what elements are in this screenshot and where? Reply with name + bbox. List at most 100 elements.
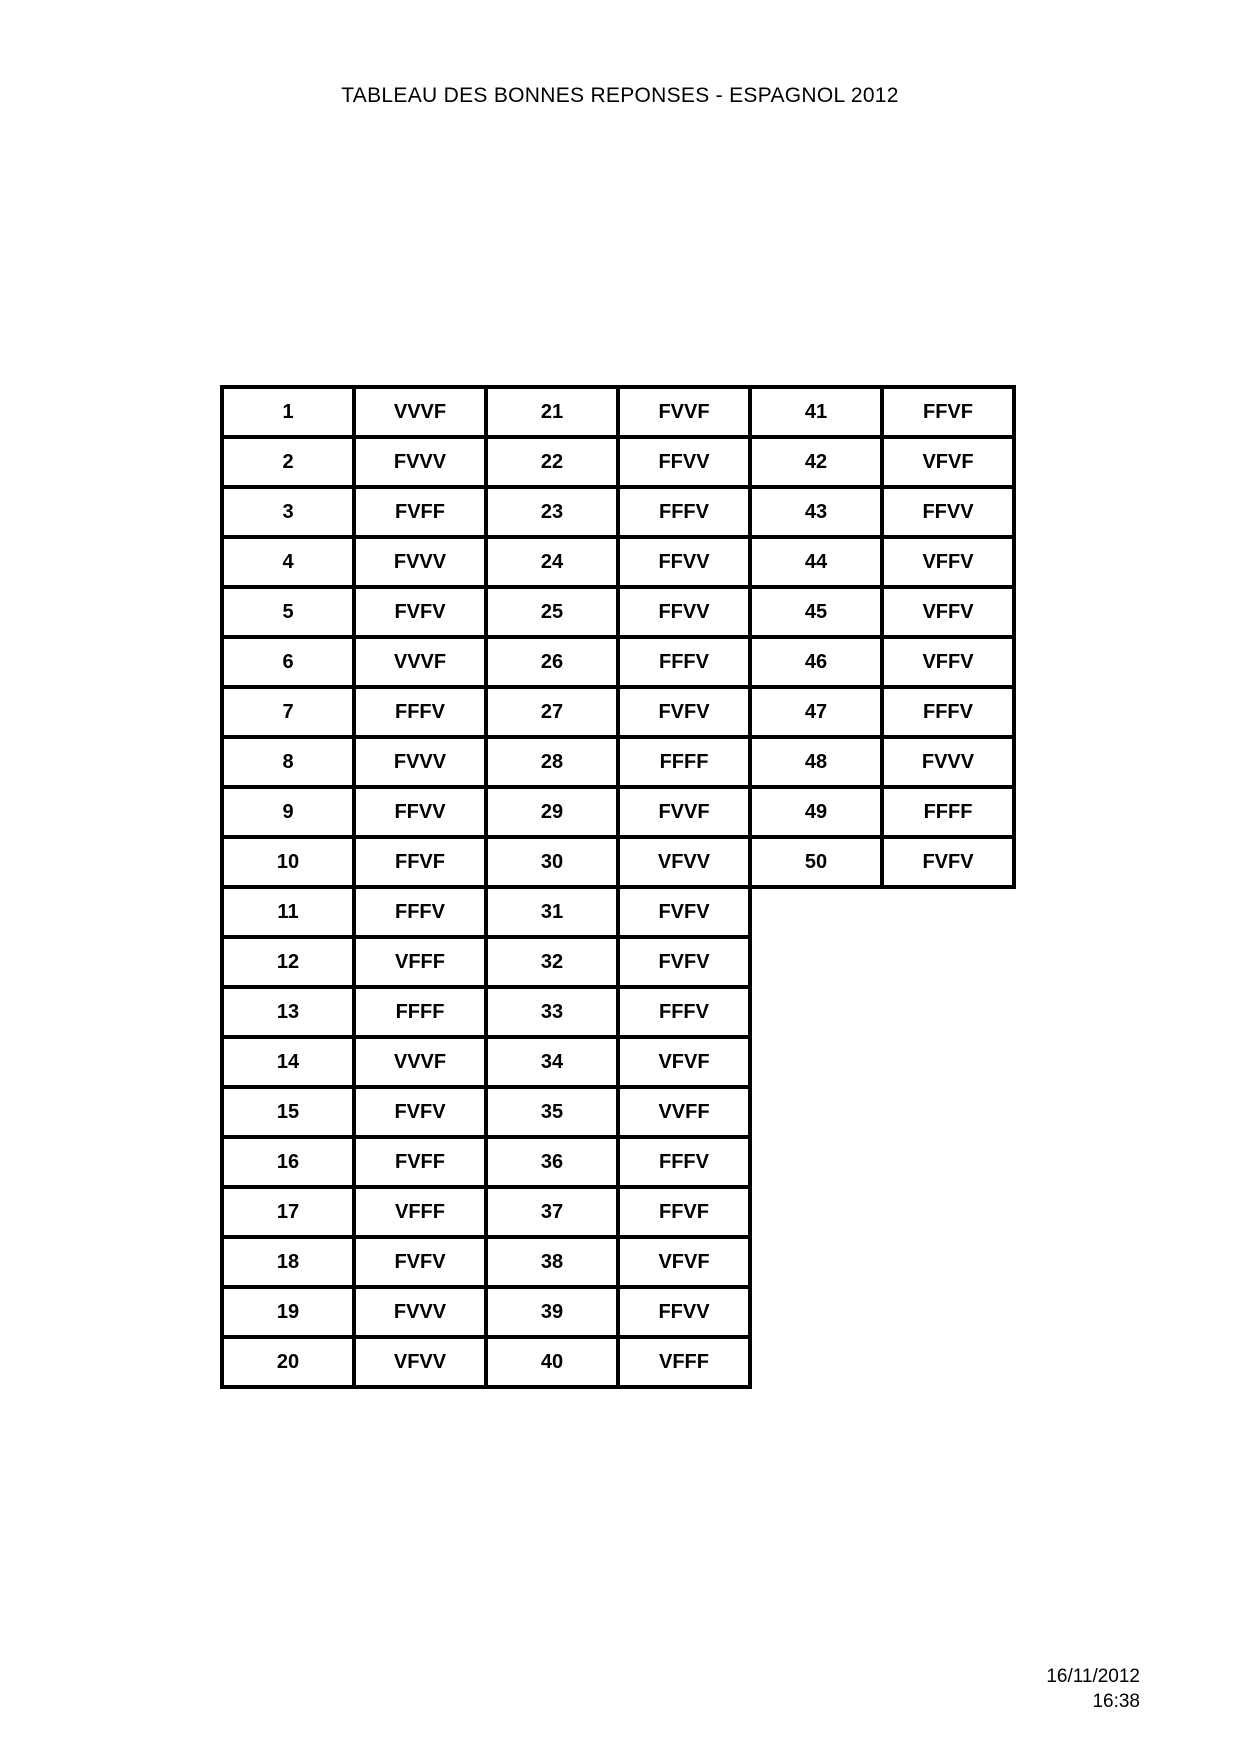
answer-code-cell: FVVF bbox=[616, 385, 752, 439]
answer-code-cell: VVVF bbox=[352, 385, 488, 439]
answer-code-cell: FVVF bbox=[616, 785, 752, 839]
question-number-cell: 25 bbox=[484, 585, 620, 639]
answer-code-cell: FFFV bbox=[616, 635, 752, 689]
question-number-cell: 33 bbox=[484, 985, 620, 1039]
footer-time: 16:38 bbox=[1092, 1691, 1140, 1712]
answer-code-cell: VFFV bbox=[880, 635, 1016, 689]
answer-code-cell: VFVF bbox=[880, 435, 1016, 489]
table-row: 20 VFVV 40 VFFF bbox=[220, 1335, 1014, 1389]
answer-code-cell: FFFV bbox=[616, 1135, 752, 1189]
question-number-cell: 13 bbox=[220, 985, 356, 1039]
answer-table-body: 1 VVVF 21 FVVF 41 FFVF 2 FVVV 22 FFVV 42 VFVF 3 FVFF 2… bbox=[220, 385, 1016, 1389]
question-number-cell: 5 bbox=[220, 585, 356, 639]
page-title: TABLEAU DES BONNES REPONSES - ESPAGNOL 2… bbox=[341, 84, 899, 107]
question-number-cell: 50 bbox=[748, 835, 884, 889]
question-number-cell: 30 bbox=[484, 835, 620, 889]
question-number-cell: 32 bbox=[484, 935, 620, 989]
question-number-cell: 19 bbox=[220, 1285, 356, 1339]
answer-code-cell: FFVV bbox=[352, 785, 488, 839]
answer-code-cell: VFFV bbox=[880, 535, 1016, 589]
question-number-cell: 49 bbox=[748, 785, 884, 839]
question-number-cell: 11 bbox=[220, 885, 356, 939]
answer-code-cell: FFFV bbox=[616, 485, 752, 539]
question-number-cell: 41 bbox=[748, 385, 884, 439]
answer-code-cell: FFVV bbox=[616, 435, 752, 489]
question-number-cell: 7 bbox=[220, 685, 356, 739]
answer-code-cell: FVVV bbox=[352, 1285, 488, 1339]
answer-code-cell: VFFV bbox=[880, 585, 1016, 639]
question-number-cell: 4 bbox=[220, 535, 356, 589]
answer-code-cell: FVVV bbox=[352, 735, 488, 789]
answer-code-cell: FVFF bbox=[352, 485, 488, 539]
table-row: 16 FVFF 36 FFFV bbox=[220, 1135, 1014, 1189]
question-number-cell: 36 bbox=[484, 1135, 620, 1189]
question-number-cell: 29 bbox=[484, 785, 620, 839]
question-number-cell: 9 bbox=[220, 785, 356, 839]
table-row: 12 VFFF 32 FVFV bbox=[220, 935, 1014, 989]
question-number-cell: 23 bbox=[484, 485, 620, 539]
table-row: 7 FFFV 27 FVFV 47 FFFV bbox=[220, 685, 1016, 739]
answer-code-cell: FFFF bbox=[352, 985, 488, 1039]
table-row: 14 VVVF 34 VFVF bbox=[220, 1035, 1014, 1089]
answer-table: 1 VVVF 21 FVVF 41 FFVF 2 FVVV 22 FFVV 42 VFVF 3 FVFF 2… bbox=[220, 385, 1016, 1389]
answer-code-cell: FVVV bbox=[880, 735, 1016, 789]
question-number-cell: 43 bbox=[748, 485, 884, 539]
answer-code-cell: VVFF bbox=[616, 1085, 752, 1139]
answer-code-cell: FFFV bbox=[352, 885, 488, 939]
question-number-cell: 12 bbox=[220, 935, 356, 989]
table-row: 18 FVFV 38 VFVF bbox=[220, 1235, 1014, 1289]
answer-code-cell: VFFF bbox=[352, 1185, 488, 1239]
answer-code-cell: FVVV bbox=[352, 435, 488, 489]
question-number-cell: 42 bbox=[748, 435, 884, 489]
answer-code-cell: VVVF bbox=[352, 1035, 488, 1089]
question-number-cell: 24 bbox=[484, 535, 620, 589]
table-row: 11 FFFV 31 FVFV bbox=[220, 885, 1014, 939]
answer-code-cell: FVFV bbox=[880, 835, 1016, 889]
table-row: 2 FVVV 22 FFVV 42 VFVF bbox=[220, 435, 1016, 489]
answer-code-cell: FFVF bbox=[880, 385, 1016, 439]
answer-code-cell: FFFF bbox=[616, 735, 752, 789]
table-row: 17 VFFF 37 FFVF bbox=[220, 1185, 1014, 1239]
answer-code-cell: FVFV bbox=[616, 685, 752, 739]
answer-code-cell: FVVV bbox=[352, 535, 488, 589]
question-number-cell: 17 bbox=[220, 1185, 356, 1239]
answer-code-cell: FVFF bbox=[352, 1135, 488, 1189]
table-row: 15 FVFV 35 VVFF bbox=[220, 1085, 1014, 1139]
question-number-cell: 35 bbox=[484, 1085, 620, 1139]
question-number-cell: 47 bbox=[748, 685, 884, 739]
question-number-cell: 28 bbox=[484, 735, 620, 789]
question-number-cell: 20 bbox=[220, 1335, 356, 1389]
answer-code-cell: FFVV bbox=[616, 1285, 752, 1339]
answer-code-cell: VFVF bbox=[616, 1235, 752, 1289]
answer-code-cell: FFFV bbox=[616, 985, 752, 1039]
question-number-cell: 26 bbox=[484, 635, 620, 689]
question-number-cell: 6 bbox=[220, 635, 356, 689]
table-row: 3 FVFF 23 FFFV 43 FFVV bbox=[220, 485, 1016, 539]
question-number-cell: 22 bbox=[484, 435, 620, 489]
question-number-cell: 34 bbox=[484, 1035, 620, 1089]
answer-code-cell: FVFV bbox=[616, 885, 752, 939]
question-number-cell: 1 bbox=[220, 385, 356, 439]
answer-code-cell: FVFV bbox=[352, 1235, 488, 1289]
question-number-cell: 37 bbox=[484, 1185, 620, 1239]
answer-code-cell: FFVV bbox=[616, 535, 752, 589]
question-number-cell: 40 bbox=[484, 1335, 620, 1389]
table-row: 6 VVVF 26 FFFV 46 VFFV bbox=[220, 635, 1016, 689]
answer-code-cell: VVVF bbox=[352, 635, 488, 689]
answer-code-cell: FFFV bbox=[880, 685, 1016, 739]
question-number-cell: 46 bbox=[748, 635, 884, 689]
question-number-cell: 8 bbox=[220, 735, 356, 789]
answer-code-cell: VFFF bbox=[616, 1335, 752, 1389]
answer-code-cell: FFVF bbox=[352, 835, 488, 889]
table-row: 9 FFVV 29 FVVF 49 FFFF bbox=[220, 785, 1016, 839]
answer-code-cell: FFVF bbox=[616, 1185, 752, 1239]
table-row: 19 FVVV 39 FFVV bbox=[220, 1285, 1014, 1339]
question-number-cell: 2 bbox=[220, 435, 356, 489]
answer-code-cell: FFFF bbox=[880, 785, 1016, 839]
answer-code-cell: FVFV bbox=[616, 935, 752, 989]
question-number-cell: 10 bbox=[220, 835, 356, 889]
question-number-cell: 38 bbox=[484, 1235, 620, 1289]
question-number-cell: 14 bbox=[220, 1035, 356, 1089]
table-row: 5 FVFV 25 FFVV 45 VFFV bbox=[220, 585, 1016, 639]
